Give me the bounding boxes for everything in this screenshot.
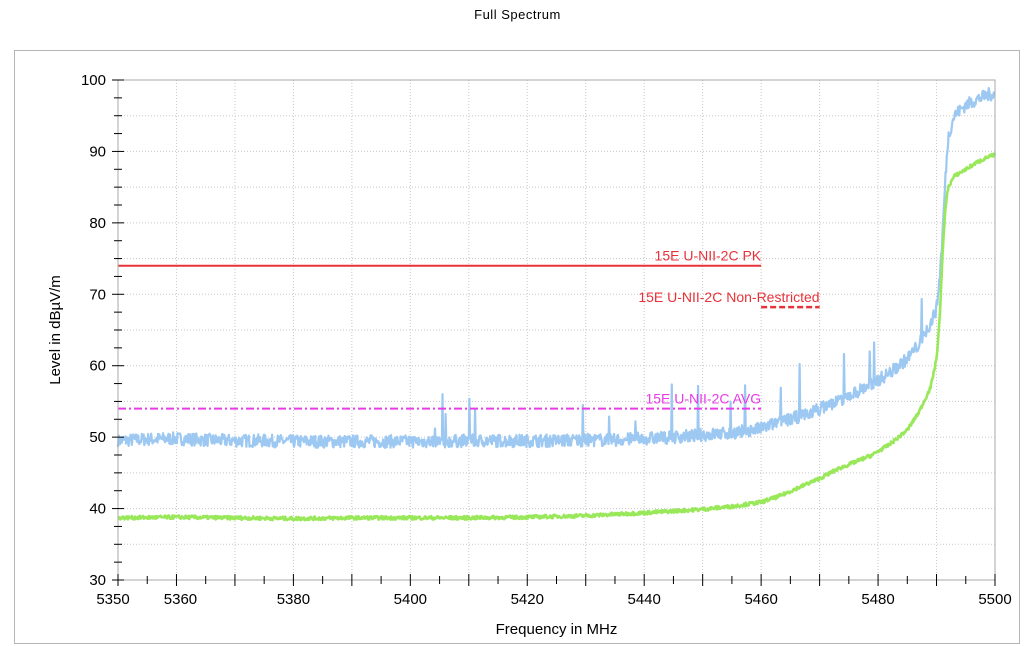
y-tick-label: 40 — [89, 501, 106, 518]
y-tick-label: 70 — [89, 286, 106, 303]
y-tick-label: 80 — [89, 215, 106, 232]
series-line-0 — [116, 86, 996, 449]
x-tick-label: 5440 — [628, 591, 661, 608]
limit-label-2: 15E U-NII-2C AVG — [645, 391, 761, 407]
x-tick-label: 5500 — [978, 591, 1011, 608]
y-axis-label: Level in dBµV/m — [47, 275, 64, 385]
y-tick-label: 90 — [89, 143, 106, 160]
grid-layer — [118, 80, 995, 580]
limit-label-1: 15E U-NII-2C Non-Restricted — [638, 289, 819, 305]
chart-frame — [14, 50, 1020, 644]
x-tick-label: 5350 — [96, 591, 129, 608]
limit-layer: 15E U-NII-2C PK 15E U-NII-2C Non-Restrict… — [118, 248, 820, 410]
chart-title: Full Spectrum — [474, 7, 561, 22]
x-tick-label: 5380 — [277, 591, 310, 608]
x-tick-label: 5420 — [511, 591, 544, 608]
y-tick-label: 100 — [81, 72, 106, 89]
limit-label-0: 15E U-NII-2C PK — [655, 248, 762, 264]
x-tick-label: 5460 — [744, 591, 777, 608]
series-layer — [116, 86, 997, 522]
x-axis-label: Frequency in MHz — [496, 621, 618, 638]
y-tick-label: 60 — [89, 358, 106, 375]
x-tick-label: 5400 — [394, 591, 427, 608]
x-tick-label: 5360 — [164, 591, 197, 608]
axis-layer: 30 40 50 60 70 80 90 100 5350 5360 5380 5400 5420 544… — [81, 72, 1012, 608]
x-tick-label: 5480 — [861, 591, 894, 608]
series-line-1 — [117, 152, 997, 522]
y-tick-label: 30 — [89, 572, 106, 589]
y-tick-label: 50 — [89, 429, 106, 446]
